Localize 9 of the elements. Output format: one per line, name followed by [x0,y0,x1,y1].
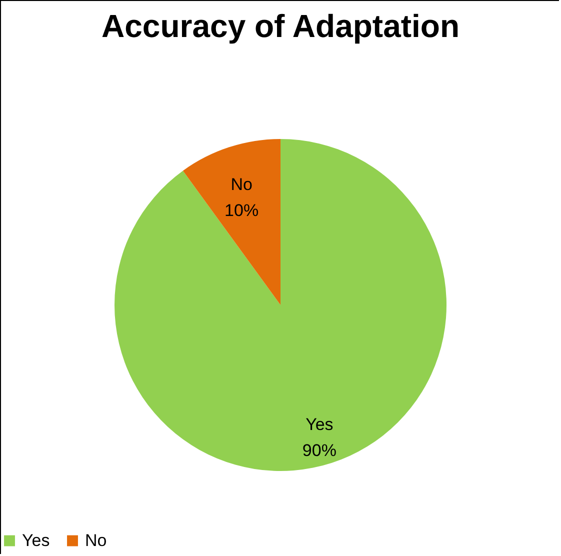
slice-label: Yes [306,414,334,434]
slice-label: No [230,175,252,194]
legend-label: No [85,530,107,550]
pie-slice [182,139,280,305]
legend-label: Yes [22,530,50,550]
data-label: 10% [224,201,259,220]
chart-title: Accuracy of Adaptation [102,8,460,44]
data-label: 90% [302,440,336,460]
pie-slice [114,139,446,471]
